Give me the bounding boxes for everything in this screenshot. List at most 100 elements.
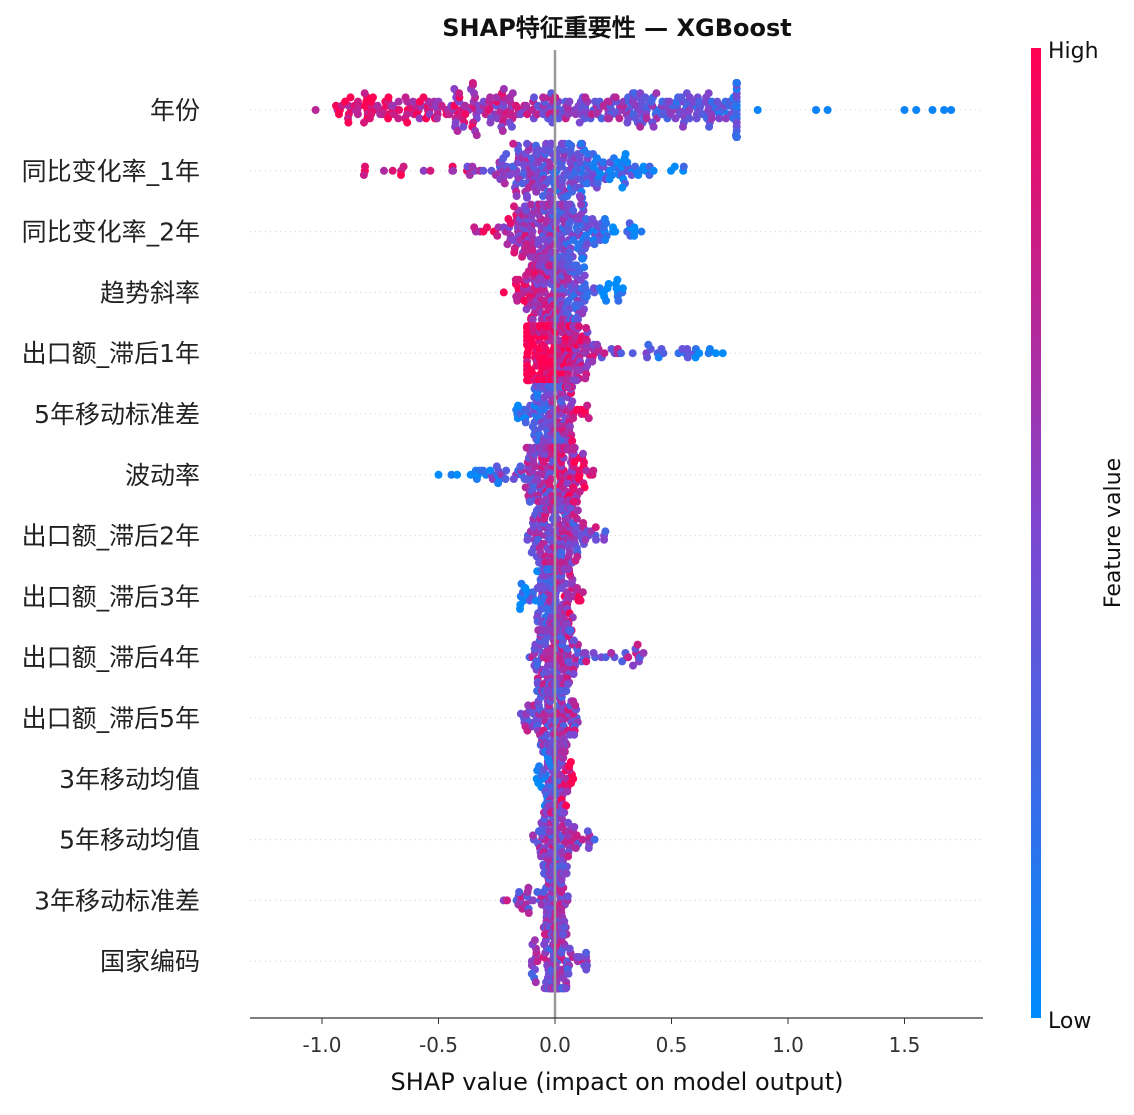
shap-point	[583, 240, 592, 249]
shap-point	[600, 535, 609, 544]
shap-point	[636, 122, 645, 131]
shap-point	[576, 193, 585, 202]
shap-point	[615, 114, 624, 123]
shap-point	[558, 862, 567, 871]
shap-point	[503, 896, 511, 905]
shap-point	[502, 150, 511, 158]
feature-label: 出口额_滞后5年	[22, 704, 200, 733]
shap-point	[449, 166, 458, 175]
shap-point	[539, 626, 548, 635]
shap-point	[395, 106, 404, 114]
feature-label: 出口额_滞后4年	[22, 643, 200, 672]
shap-point	[718, 349, 727, 358]
shap-point	[557, 437, 566, 445]
shap-point	[597, 114, 606, 123]
shap-point	[583, 827, 592, 836]
shap-point	[564, 818, 573, 827]
shap-point	[499, 85, 508, 93]
shap-point	[582, 215, 591, 223]
shap-point	[947, 106, 956, 114]
shap-point	[545, 261, 554, 270]
shap-point	[644, 340, 653, 349]
shap-point	[564, 852, 573, 861]
shap-point	[434, 470, 443, 479]
shap-point	[569, 670, 578, 678]
shap-point	[600, 349, 609, 358]
shap-point	[629, 661, 637, 670]
shap-point	[560, 923, 569, 932]
shap-point	[545, 747, 554, 756]
shap-point	[521, 584, 530, 592]
shap-point	[453, 470, 462, 479]
shap-point	[523, 535, 532, 544]
shap-point	[732, 79, 741, 87]
shap-point	[589, 649, 598, 657]
feature-label: 年份	[150, 96, 200, 125]
shap-point	[679, 122, 687, 131]
shap-point	[394, 114, 403, 123]
shap-point	[605, 175, 614, 184]
shap-point	[419, 166, 428, 175]
shap-point	[468, 162, 477, 171]
shap-point	[569, 376, 578, 385]
shap-point	[683, 345, 692, 353]
shap-point	[607, 345, 616, 353]
shap-point	[593, 340, 602, 349]
shap-point	[353, 97, 362, 106]
shap-point	[575, 118, 584, 127]
shap-point	[621, 150, 630, 158]
shap-point	[601, 236, 610, 244]
shap-point	[524, 909, 533, 917]
shap-point	[524, 376, 533, 385]
shap-point	[564, 969, 573, 978]
shap-point	[514, 401, 522, 410]
shap-point	[510, 248, 519, 257]
shap-point	[561, 687, 570, 695]
shap-point	[403, 118, 412, 127]
x-tick-label: 1.5	[889, 1033, 921, 1057]
shap-point	[677, 93, 686, 102]
shap-point	[637, 227, 646, 236]
shap-point	[344, 118, 353, 127]
shap-point	[618, 183, 627, 192]
shap-point	[571, 844, 580, 852]
shap-point	[311, 106, 320, 114]
shap-point	[580, 271, 589, 280]
shap-point	[539, 200, 547, 209]
shap-point	[578, 835, 587, 844]
shap-point	[722, 114, 730, 123]
shap-point	[360, 89, 369, 98]
shap-point	[529, 831, 537, 840]
shap-point	[649, 166, 658, 175]
shap-point	[500, 179, 509, 188]
shap-point	[591, 523, 600, 532]
shap-point	[515, 275, 524, 284]
shap-point	[437, 101, 446, 110]
feature-label: 国家编码	[100, 947, 200, 976]
shap-point	[539, 437, 548, 445]
shap-point	[589, 466, 598, 475]
shap-point	[522, 101, 531, 110]
shap-point	[533, 254, 542, 263]
shap-point	[580, 263, 589, 272]
shap-point	[564, 139, 573, 148]
shap-point	[565, 944, 574, 953]
shap-point	[584, 414, 593, 423]
shap-point	[509, 475, 518, 483]
shap-point	[569, 414, 578, 423]
shap-point	[581, 649, 590, 657]
shap-point	[461, 110, 470, 119]
shap-point	[575, 487, 584, 496]
shap-point	[557, 322, 566, 331]
shap-point	[359, 171, 368, 179]
shap-point	[639, 649, 648, 657]
shap-point	[528, 322, 537, 331]
shap-point	[461, 101, 470, 110]
x-tick-label: 0.5	[656, 1033, 688, 1057]
shap-point	[479, 166, 488, 175]
shap-point	[599, 158, 608, 167]
x-tick-label: 1.0	[772, 1033, 804, 1057]
shap-point	[563, 192, 572, 200]
shap-point	[558, 747, 567, 756]
shap-point	[563, 443, 572, 452]
